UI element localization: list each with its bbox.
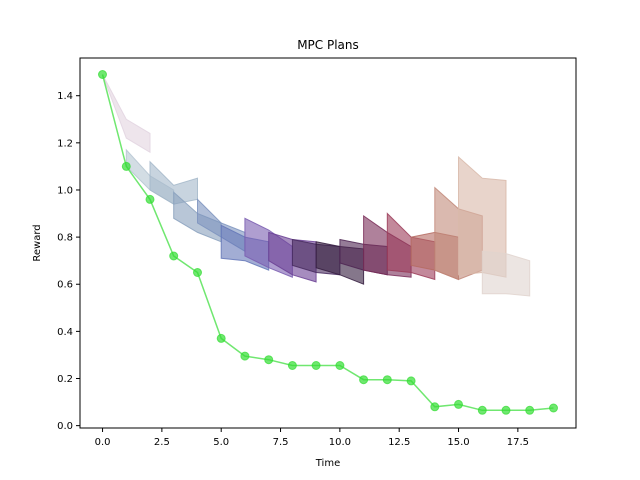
series-point-3 xyxy=(169,251,179,261)
y-tick-label-1: 0.2 xyxy=(57,374,73,385)
plan-band-16 xyxy=(481,250,531,297)
series-point-8 xyxy=(287,361,297,370)
y-tick-label-3: 0.6 xyxy=(57,280,73,291)
chart-title: MPC Plans xyxy=(297,38,359,52)
series-point-6 xyxy=(240,351,250,361)
plan-band-0 xyxy=(102,74,151,154)
executed-series xyxy=(98,70,558,415)
series-point-11 xyxy=(359,375,369,385)
plan-bands xyxy=(102,74,531,297)
x-tick-label-0: 0.0 xyxy=(95,437,111,448)
x-tick-label-7: 17.5 xyxy=(507,437,529,448)
y-tick-label-0: 0.0 xyxy=(57,421,73,432)
x-tick-label-6: 15.0 xyxy=(447,437,469,448)
series-point-0 xyxy=(98,70,107,79)
series-point-19 xyxy=(549,403,558,413)
series-point-1 xyxy=(121,161,131,171)
y-tick-label-2: 0.4 xyxy=(57,327,73,338)
series-point-13 xyxy=(406,376,416,386)
series-point-17 xyxy=(501,405,511,415)
x-axis-ticks: 0.0 2.5 5.0 7.5 10.0 12.5 15.0 17.5 xyxy=(95,428,529,448)
y-axis-ticks: 0.0 0.2 0.4 0.6 0.8 1.0 1.2 1.4 xyxy=(57,91,80,432)
plot-frame xyxy=(79,57,577,429)
series-point-5 xyxy=(216,333,226,343)
series-point-14 xyxy=(430,402,440,412)
series-point-9 xyxy=(311,361,321,370)
x-axis-label: Time xyxy=(315,458,340,469)
y-tick-label-7: 1.4 xyxy=(57,91,73,102)
series-point-15 xyxy=(454,399,463,409)
x-tick-label-5: 12.5 xyxy=(388,437,410,448)
y-tick-label-6: 1.2 xyxy=(57,138,73,149)
y-axis-label: Reward xyxy=(32,224,43,261)
series-point-4 xyxy=(193,268,202,277)
y-tick-label-4: 0.8 xyxy=(57,233,73,244)
series-point-10 xyxy=(335,361,345,370)
x-tick-label-1: 2.5 xyxy=(154,437,170,448)
series-point-7 xyxy=(264,355,274,365)
x-tick-label-2: 5.0 xyxy=(213,437,229,448)
y-tick-label-5: 1.0 xyxy=(57,185,73,196)
x-tick-label-4: 10.0 xyxy=(329,437,351,448)
series-point-2 xyxy=(145,194,155,204)
series-point-16 xyxy=(477,405,487,415)
series-point-12 xyxy=(382,375,392,385)
x-tick-label-3: 7.5 xyxy=(273,437,289,448)
series-point-18 xyxy=(525,405,535,415)
